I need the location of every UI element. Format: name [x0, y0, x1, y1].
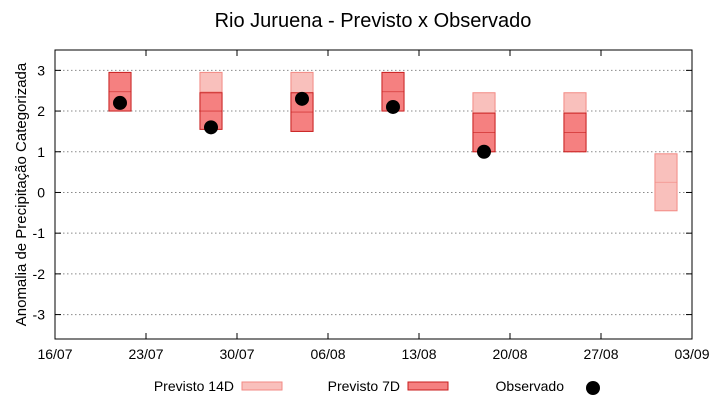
legend-label: Previsto 14D: [154, 378, 234, 394]
y-tick-label: 0: [37, 184, 45, 200]
y-tick-label: -3: [33, 307, 46, 323]
legend-swatch-previsto-14d: [241, 381, 283, 391]
x-tick-label: 13/08: [401, 346, 436, 362]
x-tick-label: 23/07: [128, 346, 163, 362]
observed-points-group: [113, 91, 491, 159]
x-tick-label: 03/09: [674, 346, 709, 362]
y-tick-label: -2: [33, 266, 46, 282]
x-tick-label: 16/07: [37, 346, 72, 362]
y-tick-label: -1: [33, 225, 46, 241]
chart-title: Rio Juruena - Previsto x Observado: [215, 10, 532, 32]
legend-label: Observado: [496, 378, 565, 394]
x-tick-label: 30/07: [219, 346, 254, 362]
legend: Previsto 14D Previsto 7D Observado: [154, 378, 600, 395]
x-axis-ticks: 16/07 23/07 30/07 06/08 13/08 20/08 27/08 03/09: [37, 50, 710, 362]
y-tick-label: 3: [37, 62, 45, 78]
y-axis-ticks: 3 2 1 0 -1 -2 -3: [33, 62, 692, 323]
plot-frame: [54, 49, 693, 340]
y-tick-label: 1: [37, 144, 45, 160]
legend-swatch-observado: [586, 381, 600, 395]
observado-point: [295, 91, 309, 106]
x-tick-label: 06/08: [310, 346, 345, 362]
observado-point: [113, 95, 127, 110]
y-tick-label: 2: [37, 103, 45, 119]
observado-point: [204, 120, 218, 135]
y-axis-label: Anomalia de Precipitação Categorizada: [13, 62, 30, 326]
observado-point: [386, 99, 400, 114]
x-tick-label: 27/08: [583, 346, 618, 362]
legend-label: Previsto 7D: [328, 378, 400, 394]
observado-point: [477, 144, 491, 159]
legend-swatch-previsto-7d: [407, 381, 449, 391]
x-tick-label: 20/08: [492, 346, 527, 362]
